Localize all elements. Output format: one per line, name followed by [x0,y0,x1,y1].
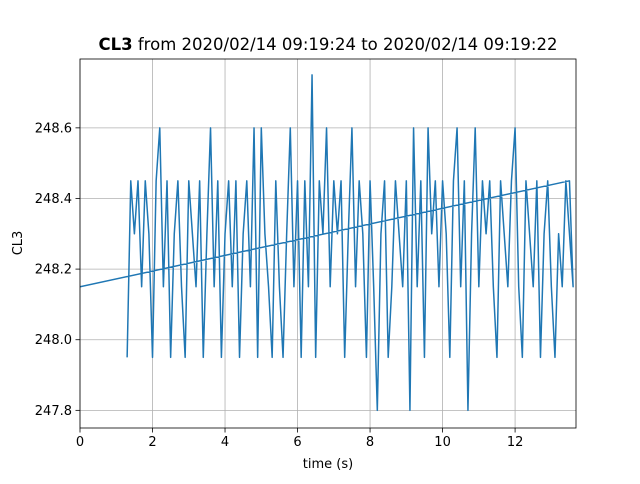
chart-title: CL3 from 2020/02/14 09:19:24 to 2020/02/… [99,35,558,54]
y-axis-label: CL3 [11,231,26,256]
y-tick-label: 248.2 [35,263,72,278]
x-tick-label: 8 [366,435,374,450]
x-axis-label: time (s) [303,457,353,472]
x-tick-label: 2 [148,435,156,450]
x-tick-label: 10 [434,435,451,450]
x-tick-label: 4 [221,435,229,450]
data-line [80,74,574,412]
title-bold: CL3 [99,35,133,54]
x-tick-label: 12 [507,435,524,450]
y-tick-label: 247.8 [35,404,72,419]
y-tick-label: 248.0 [35,333,72,348]
y-tick-label: 248.6 [35,121,72,136]
x-tick-label: 0 [76,435,84,450]
plot-frame [79,58,577,429]
title-rest: from 2020/02/14 09:19:24 to 2020/02/14 0… [138,35,558,54]
x-tick-label: 6 [293,435,301,450]
y-tick-label: 248.4 [35,192,72,207]
